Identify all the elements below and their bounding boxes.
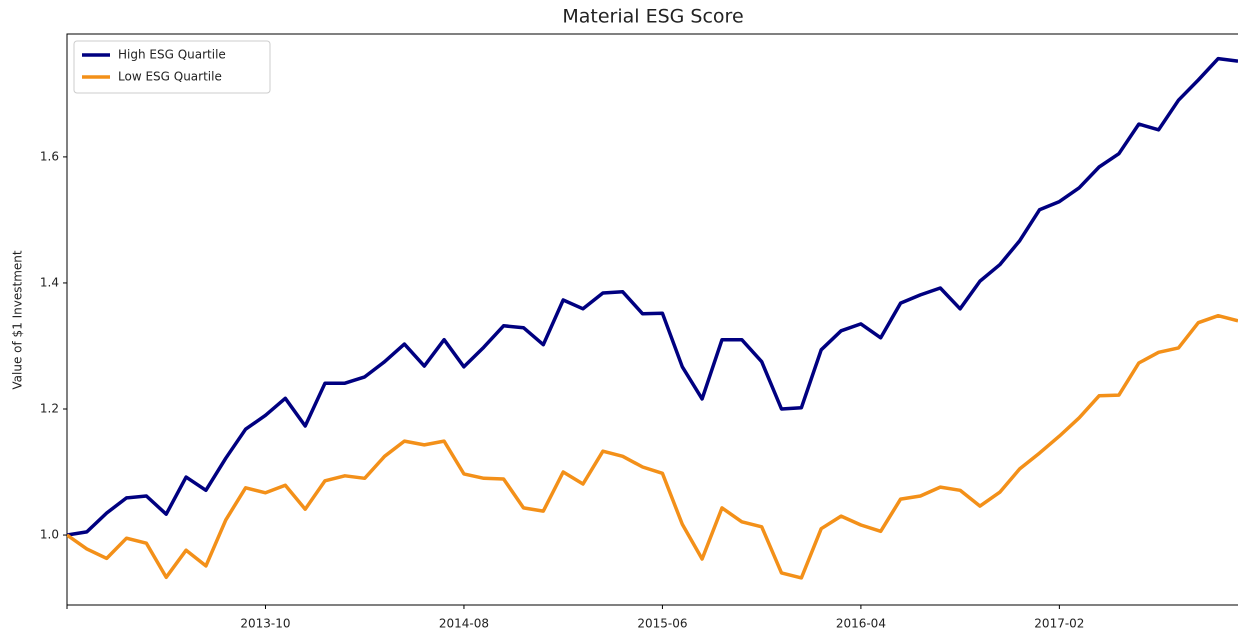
axes-frame	[66, 33, 1238, 606]
legend-label: Low ESG Quartile	[118, 70, 222, 84]
line-series	[67, 56, 1238, 537]
legend-label: High ESG Quartile	[118, 48, 226, 62]
y-axis-label: Value of $1 Investment	[11, 250, 25, 389]
legend-box	[73, 40, 271, 94]
x-tick-label: 2017-02	[1034, 617, 1084, 631]
x-tick-label: 2016-04	[836, 617, 886, 631]
y-tick-label: 1.6	[40, 149, 59, 163]
x-tick-label: 2015-06	[637, 617, 687, 631]
line-series	[67, 313, 1238, 580]
x-tick-label: 2013-10	[240, 617, 290, 631]
y-tick-label: 1.2	[40, 401, 59, 415]
x-tick-label: 2014-08	[439, 617, 489, 631]
y-tick-label: 1.4	[40, 275, 59, 289]
chart-title: Material ESG Score	[562, 6, 743, 28]
y-tick-label: 1.0	[40, 528, 59, 542]
